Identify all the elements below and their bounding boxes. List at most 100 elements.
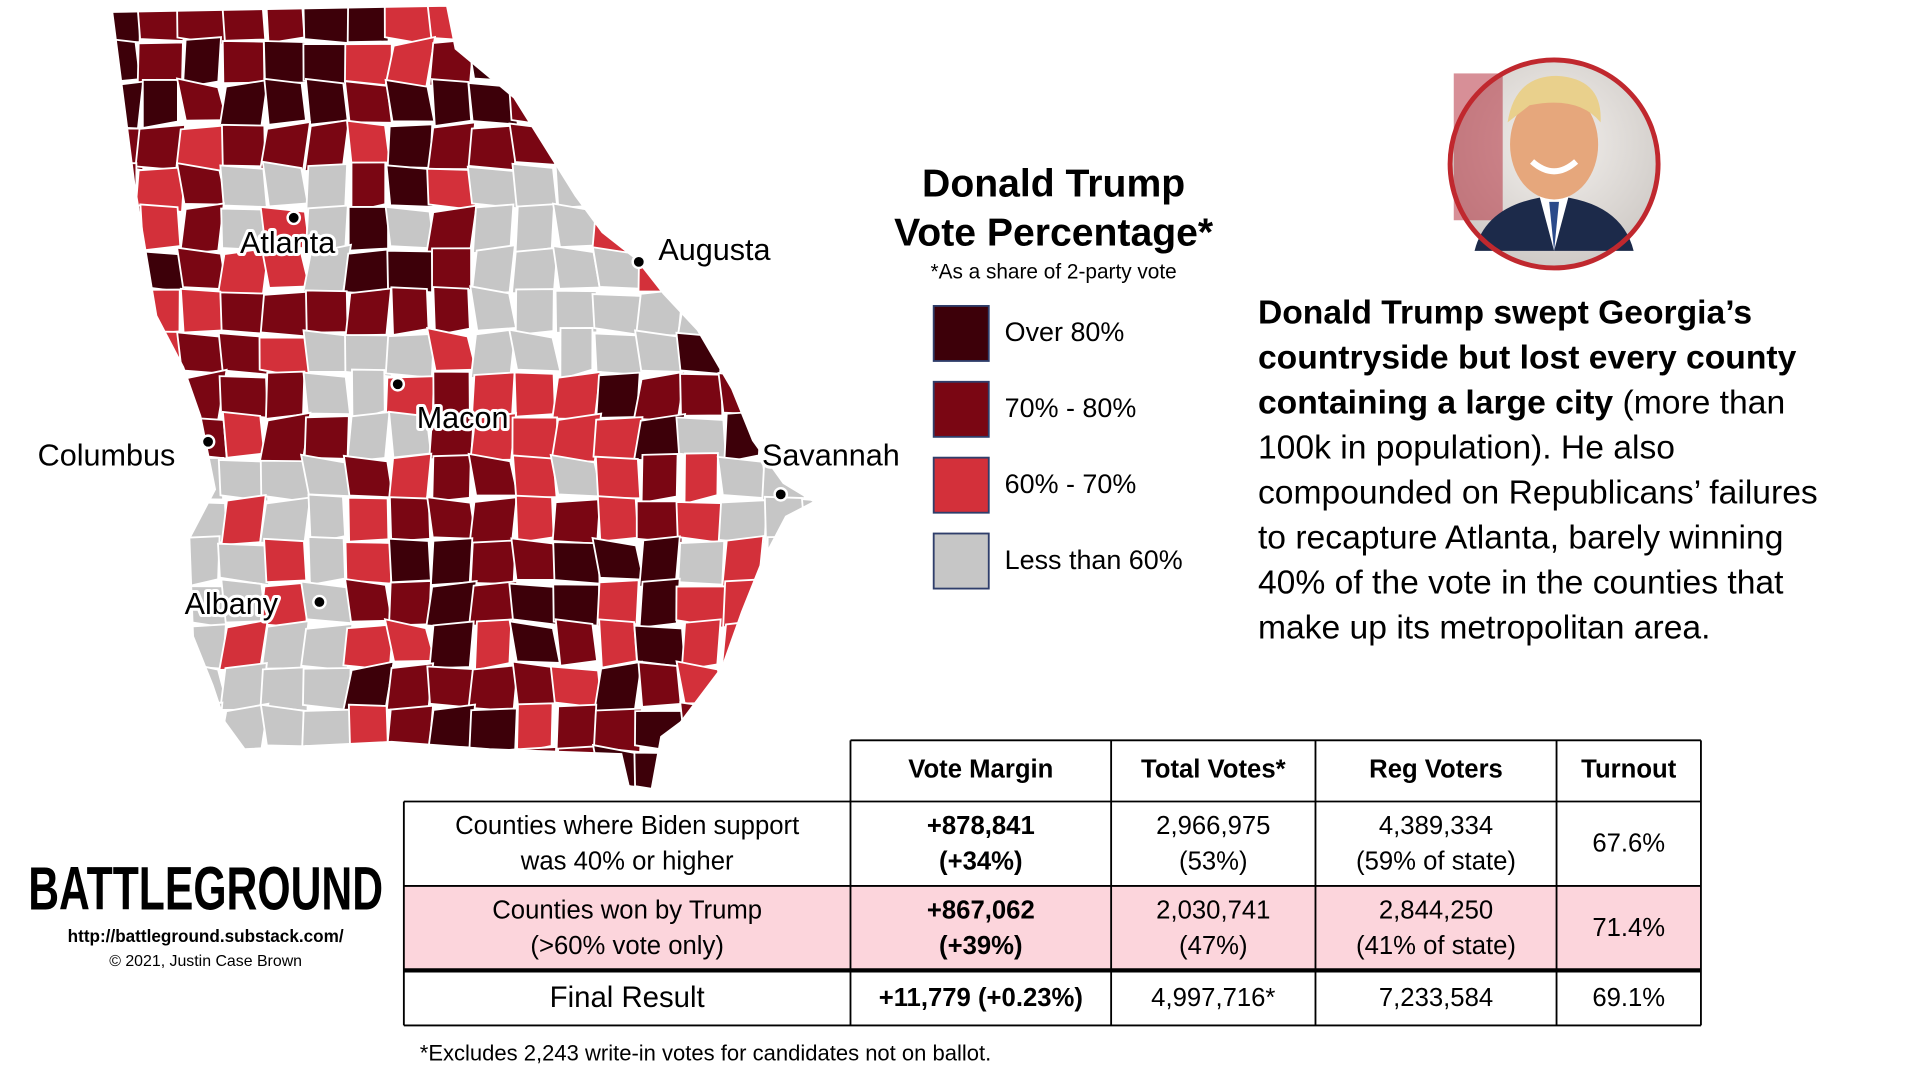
county <box>112 6 142 44</box>
county <box>591 536 645 581</box>
county <box>302 371 352 416</box>
county <box>139 330 182 377</box>
city-dot <box>390 376 406 392</box>
county <box>719 331 767 378</box>
county <box>347 205 390 252</box>
county <box>112 204 143 254</box>
county <box>805 6 814 45</box>
county <box>800 168 814 214</box>
county <box>760 624 809 668</box>
county <box>388 537 432 584</box>
county <box>596 579 640 628</box>
county <box>426 326 478 372</box>
county <box>263 77 308 126</box>
county <box>468 496 518 545</box>
county <box>384 205 436 250</box>
county <box>112 371 145 416</box>
legend-title: Donald Trump <box>922 162 1185 205</box>
summary-line: countryside but lost every county <box>1258 339 1797 376</box>
county <box>259 496 312 547</box>
county <box>112 703 142 753</box>
row-label: (>60% vote only) <box>530 932 723 960</box>
county <box>346 6 390 44</box>
row-bg <box>403 801 1701 886</box>
county <box>800 709 814 754</box>
county <box>180 701 224 755</box>
county <box>637 661 682 708</box>
county <box>802 330 814 378</box>
county <box>262 40 308 84</box>
county <box>805 535 814 586</box>
county <box>723 410 763 464</box>
county <box>593 332 643 377</box>
summary-line: containing a large city (more than <box>1258 384 1785 421</box>
county <box>305 744 349 791</box>
county <box>261 160 309 208</box>
county <box>683 452 719 506</box>
county <box>343 80 393 124</box>
summary-line: 100k in population). He also <box>1258 429 1675 466</box>
county <box>345 119 391 167</box>
county <box>508 620 561 664</box>
county <box>264 6 306 45</box>
hair <box>1507 75 1601 123</box>
county <box>259 751 311 791</box>
county <box>217 458 270 503</box>
county <box>675 744 727 789</box>
county <box>595 371 641 419</box>
county <box>387 452 433 505</box>
county <box>390 286 430 337</box>
county <box>135 495 186 545</box>
county <box>385 164 435 208</box>
row-label: Final Result <box>550 981 705 1014</box>
county <box>766 535 803 588</box>
county <box>803 119 814 172</box>
city-dot <box>631 254 647 270</box>
county <box>386 123 434 169</box>
county <box>217 786 271 791</box>
county <box>344 541 393 585</box>
county <box>640 453 679 505</box>
county <box>425 204 478 255</box>
county <box>220 6 267 42</box>
county <box>510 537 560 581</box>
table-header: Reg Voters <box>1369 756 1503 784</box>
county <box>556 79 597 129</box>
county <box>552 541 601 585</box>
county <box>721 746 765 791</box>
county <box>137 581 184 626</box>
county <box>384 332 436 379</box>
county <box>112 788 141 791</box>
table-cell: (+39%) <box>939 932 1023 960</box>
county <box>221 40 266 85</box>
city-dot <box>312 594 327 610</box>
summary-line: compounded on Republicans’ failures <box>1258 474 1818 511</box>
county <box>432 286 471 337</box>
county <box>555 703 598 753</box>
tie <box>1549 201 1559 251</box>
county <box>718 77 767 124</box>
county <box>636 77 683 125</box>
county <box>112 579 143 628</box>
county <box>635 288 685 337</box>
county <box>263 537 308 584</box>
county <box>551 498 602 545</box>
legend-swatch <box>932 456 990 514</box>
county <box>344 577 393 623</box>
county <box>431 454 472 503</box>
county <box>760 163 809 208</box>
summary-segment: containing a large city <box>1258 384 1613 421</box>
legend-swatch <box>932 380 990 438</box>
county <box>675 77 728 122</box>
county <box>133 620 188 665</box>
county <box>803 246 814 292</box>
county <box>307 535 347 587</box>
brand: BATTLEGROUND http://battleground.substack… <box>28 854 383 970</box>
county <box>388 579 432 627</box>
table-cell: 2,030,741 <box>1156 896 1270 924</box>
table-cell: +878,841 <box>927 812 1035 840</box>
summary-segment: Donald Trump swept Georgia’s <box>1258 294 1752 331</box>
legend-label: Less than 60% <box>1005 545 1183 575</box>
county <box>219 661 268 711</box>
